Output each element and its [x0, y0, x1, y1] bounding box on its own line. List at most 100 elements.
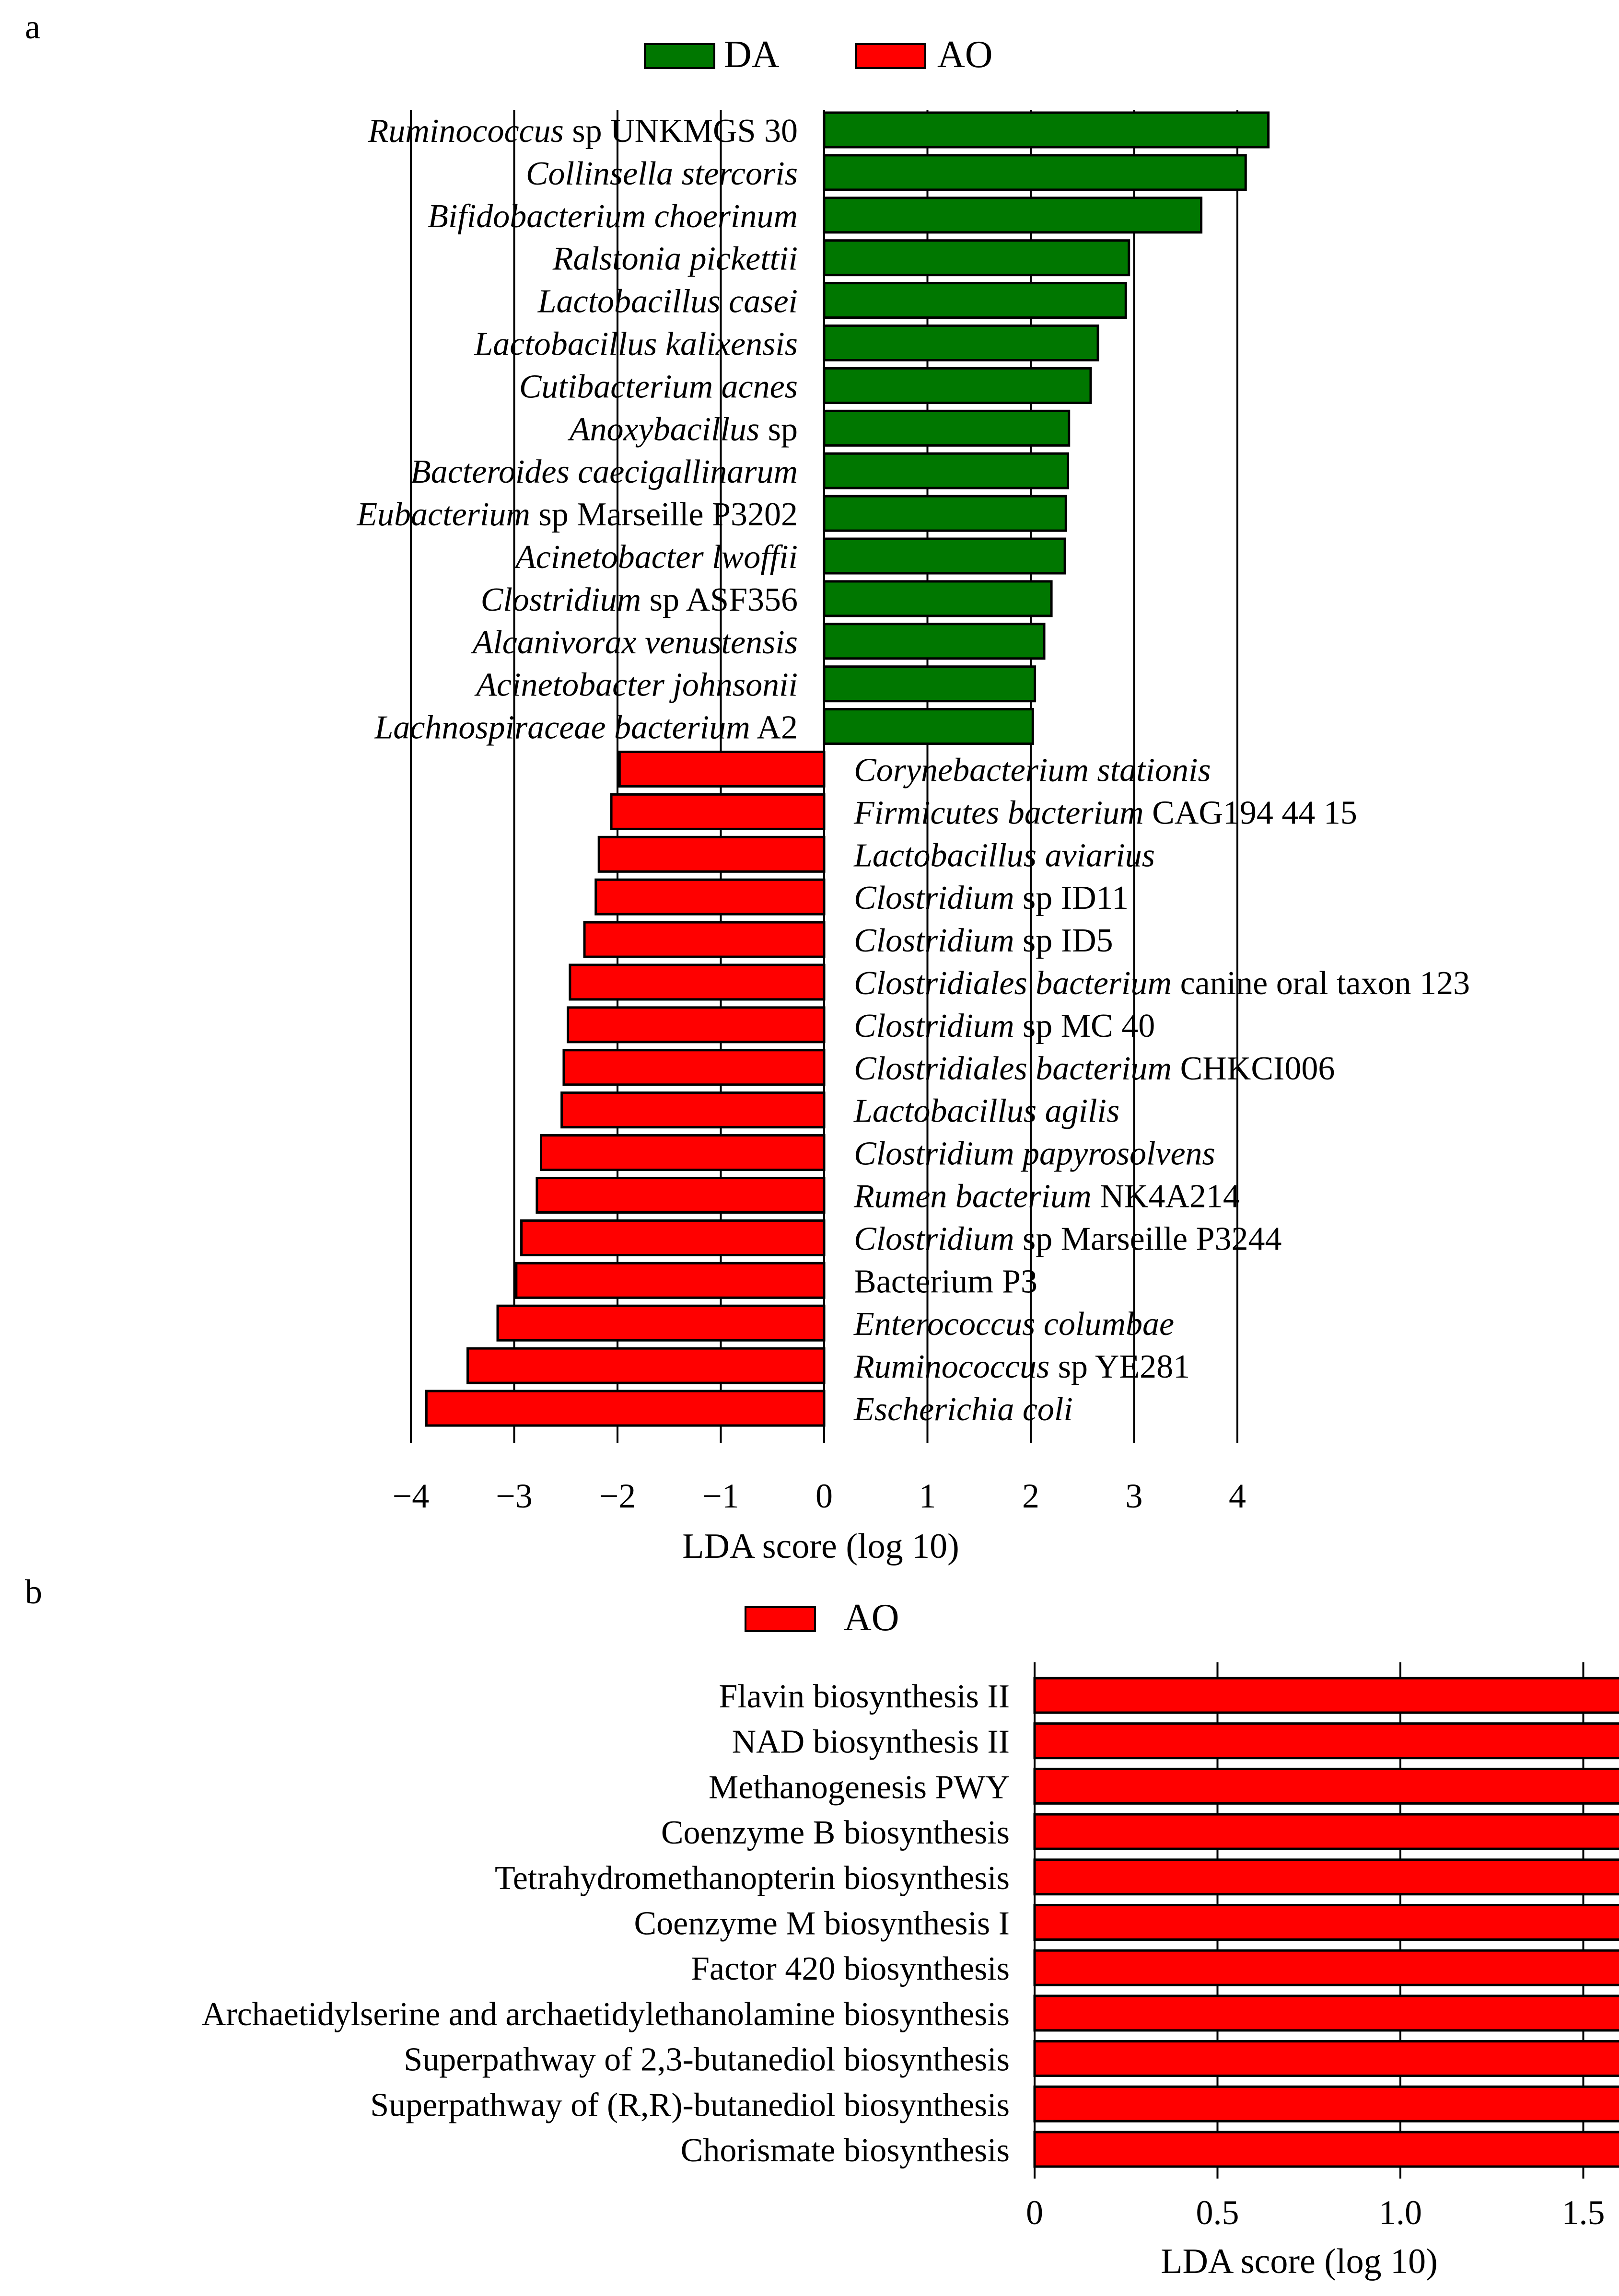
panel-a-bar-label-part: sp Marseille P3244 [1014, 1220, 1282, 1257]
panel-b-bar [1033, 2085, 1619, 2122]
panel-b-bar-labels: Flavin biosynthesis II NAD biosynthesis I… [202, 1678, 1010, 2169]
panel-a-bar-label: Lactobacillus kalixensis [474, 326, 798, 363]
panel-b-x-axis-title: LDA score (log 10) [1161, 2242, 1437, 2281]
panel-b-bar-label: Methanogenesis PWY [709, 1769, 1010, 1806]
panel-a-bar-label-part: Clostridiales bacterium [854, 1050, 1172, 1087]
panel-a-bar-label: Anoxybacillus sp [568, 411, 798, 448]
panel-a-bar-label-part: Enterococcus columbae [853, 1306, 1174, 1343]
panel-b-bar-label-part: Archaetidylserine and archaetidylethanol… [202, 1996, 1010, 2033]
panel-a-bar-label: Corynebacterium stationis [854, 752, 1211, 789]
panel-a-bar [823, 282, 1127, 319]
panel-a-bar [536, 1177, 826, 1214]
panel-a-legend: DA AO [644, 34, 993, 76]
panel-a-bar-label-part: Lactobacillus agilis [853, 1093, 1119, 1130]
panel-b-bar-label: Flavin biosynthesis II [719, 1678, 1010, 1715]
panel-a-bar-label-part: Lactobacillus kalixensis [474, 326, 798, 363]
panel-a-bar-label-part: Alcanivorax venustensis [471, 624, 798, 661]
panel-a-bar [823, 154, 1247, 191]
panel-a-x-axis-title: LDA score (log 10) [682, 1527, 959, 1566]
panel-b-bar [1033, 1767, 1619, 1805]
panel-a-bar [618, 751, 826, 788]
panel-a-bar-label-part: Bifidobacterium choerinum [428, 198, 798, 235]
panel-a-bar [496, 1304, 826, 1342]
panel-a-bar-label: Eubacterium sp Marseille P3202 [356, 496, 798, 533]
panel-a-bar-label: Ruminococcus sp UNKMGS 30 [368, 113, 798, 150]
panel-a-bar-label-part: Bacteroides caecigallinarum [410, 453, 798, 490]
panel-a-bar [567, 1006, 826, 1044]
panel-a-bars [425, 111, 1270, 1427]
panel-a-bar-label-part: Corynebacterium stationis [854, 752, 1211, 789]
panel-a-bar-label-part: Clostridium [854, 880, 1014, 916]
panel-a-bar [823, 367, 1092, 404]
panel-a-bar-label: Firmicutes bacterium CAG194 44 15 [853, 794, 1357, 831]
panel-a-bar-label: Lachnospiraceae bacterium A2 [374, 709, 798, 746]
panel-a-bar-label: Lactobacillus casei [537, 283, 798, 320]
panel-b-bar [1033, 1722, 1619, 1760]
panel-a-tick-label: 2 [1022, 1477, 1039, 1515]
panel-a-bar-label-part: Acinetobacter lwoffii [513, 539, 798, 576]
panel-b-bar-label: Coenzyme B biosynthesis [661, 1814, 1010, 1851]
panel-b-bar-label-part: Superpathway of (R,R)-butanediol biosynt… [370, 2087, 1010, 2123]
panel-b: b Flavin biosynthesis II NAD biosynthesis… [25, 1573, 1619, 2281]
panel-a-bar [823, 537, 1066, 575]
panel-b-letter: b [25, 1573, 42, 1611]
panel-b-bar [1033, 2131, 1619, 2168]
panel-a-bar [823, 452, 1070, 489]
panel-a-bar [583, 921, 826, 958]
panel-a-bar-label: Escherichia coli [853, 1391, 1073, 1428]
panel-a-tick-label: −3 [496, 1477, 533, 1515]
panel-b-bar [1033, 1677, 1619, 1714]
panel-a-tick-label: 1 [919, 1477, 936, 1515]
panel-b-legend-label: AO [844, 1597, 899, 1639]
panel-a-bar-label-part: Rumen bacterium [853, 1178, 1092, 1215]
panel-a-bar-label: Ruminococcus sp YE281 [853, 1348, 1190, 1385]
panel-a-bar [594, 878, 826, 916]
panel-b-bar [1033, 1858, 1619, 1896]
panel-b-bar-label: Archaetidylserine and archaetidylethanol… [202, 1996, 1010, 2033]
panel-a-legend-label: AO [937, 34, 993, 76]
panel-a-bar-label: Bacteroides caecigallinarum [410, 453, 798, 490]
panel-a-bar-label-part: CHKCI006 [1172, 1050, 1335, 1087]
panel-a-bar-label-part: Clostridium papyrosolvens [854, 1136, 1215, 1172]
panel-a-bar-label-part: Ralstonia pickettii [552, 241, 798, 278]
panel-a-bar-label: Collinsella stercoris [526, 155, 798, 192]
panel-a-bar-label-part: Bacterium P3 [854, 1263, 1037, 1300]
panel-a-bar [520, 1219, 826, 1256]
panel-a-bar-label-part: Clostridium [854, 922, 1014, 959]
panel-a-bar-label: Acinetobacter lwoffii [513, 539, 798, 576]
panel-a-bar-label-part: sp Marseille P3202 [530, 496, 798, 533]
panel-b-bar-label: Coenzyme M biosynthesis I [634, 1905, 1010, 1942]
panel-a-bar-label: Lactobacillus aviarius [853, 837, 1155, 874]
panel-a-bar [425, 1390, 826, 1427]
panel-a-bar [823, 665, 1037, 703]
panel-a-bar-label: Acinetobacter johnsonii [474, 667, 798, 704]
panel-a-bar-label-part: CAG194 44 15 [1144, 794, 1357, 831]
panel-a-bar-label-part: sp YE281 [1049, 1348, 1190, 1385]
panel-a-bar [823, 708, 1034, 745]
panel-b-bar [1033, 2040, 1619, 2077]
panel-a-bar [569, 963, 826, 1001]
panel-a-bar-label: Clostridium sp ID5 [854, 922, 1113, 959]
panel-b-bar-label-part: Superpathway of 2,3-butanediol biosynthe… [404, 2041, 1010, 2078]
panel-a-tick-label: 3 [1126, 1477, 1143, 1515]
panel-b-bar-label-part: Factor 420 biosynthesis [691, 1950, 1010, 1987]
panel-b-bar-label-part: Chorismate biosynthesis [681, 2132, 1010, 2169]
panel-a-tick-label: 0 [815, 1477, 833, 1515]
panel-a-bar-label: Clostridium sp ID11 [854, 880, 1129, 916]
panel-a-bar-label: Alcanivorax venustensis [471, 624, 798, 661]
panel-b-bar-label-part: Coenzyme B biosynthesis [661, 1814, 1010, 1851]
panel-b-bar [1033, 1904, 1619, 1941]
panel-a-tick-label: 4 [1229, 1477, 1246, 1515]
panel-a-bar-label-part: sp MC 40 [1014, 1008, 1155, 1044]
panel-a-bar-label-part: Firmicutes bacterium [853, 794, 1144, 831]
panel-a-bar-label-part: sp ID5 [1014, 922, 1113, 959]
panel-b-bar-label-part: NAD biosynthesis II [732, 1724, 1010, 1761]
panel-a-bar-label: Clostridium papyrosolvens [854, 1136, 1215, 1172]
panel-b-bar-label: Factor 420 biosynthesis [691, 1950, 1010, 1987]
panel-a-bar-label: Clostridiales bacterium CHKCI006 [854, 1050, 1335, 1087]
panel-a-bar-label: Ralstonia pickettii [552, 241, 798, 278]
panel-a-bar-label: Clostridium sp Marseille P3244 [854, 1220, 1282, 1257]
panel-a-bar-label-part: sp ID11 [1014, 880, 1129, 916]
panel-a-bar-label-part: sp [759, 411, 798, 448]
